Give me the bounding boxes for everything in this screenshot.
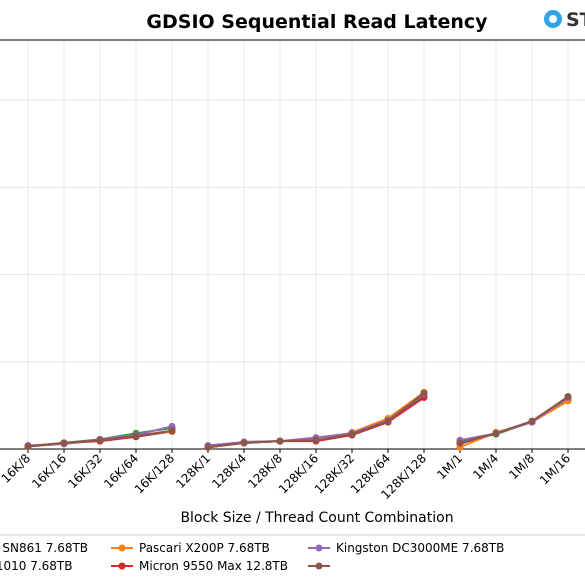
- data-point: [456, 439, 464, 447]
- legend-marker: [315, 562, 323, 570]
- series-line: [459, 395, 569, 444]
- logo-text: ST: [566, 9, 585, 31]
- legend-label: Micron 9550 Max 12.8TB: [139, 559, 288, 573]
- legend-label: Kingston DC3000ME 7.68TB: [336, 541, 504, 555]
- x-axis-label: Block Size / Thread Count Combination: [180, 510, 453, 526]
- data-point: [276, 437, 284, 445]
- data-point: [384, 417, 392, 425]
- legend-label: DC SN861 7.68TB: [0, 541, 88, 555]
- legend-marker: [118, 544, 126, 552]
- data-point: [204, 443, 212, 451]
- data-point: [492, 429, 500, 437]
- chart-title: GDSIO Sequential Read Latency: [146, 11, 488, 33]
- logo-icon-inner: [549, 15, 557, 23]
- data-point: [60, 439, 68, 447]
- data-point: [528, 417, 536, 425]
- legend-label: PS1010 7.68TB: [0, 559, 73, 573]
- legend-label: Pascari X200P 7.68TB: [139, 541, 270, 555]
- legend-box: [0, 534, 585, 585]
- data-point: [312, 436, 320, 444]
- data-point: [348, 430, 356, 438]
- data-point: [240, 439, 248, 447]
- data-point: [564, 393, 572, 401]
- data-point: [24, 442, 32, 450]
- data-point: [132, 432, 140, 440]
- data-point: [168, 427, 176, 435]
- legend-marker: [315, 544, 323, 552]
- data-point: [96, 436, 104, 444]
- legend-marker: [118, 562, 126, 570]
- data-point: [420, 389, 428, 397]
